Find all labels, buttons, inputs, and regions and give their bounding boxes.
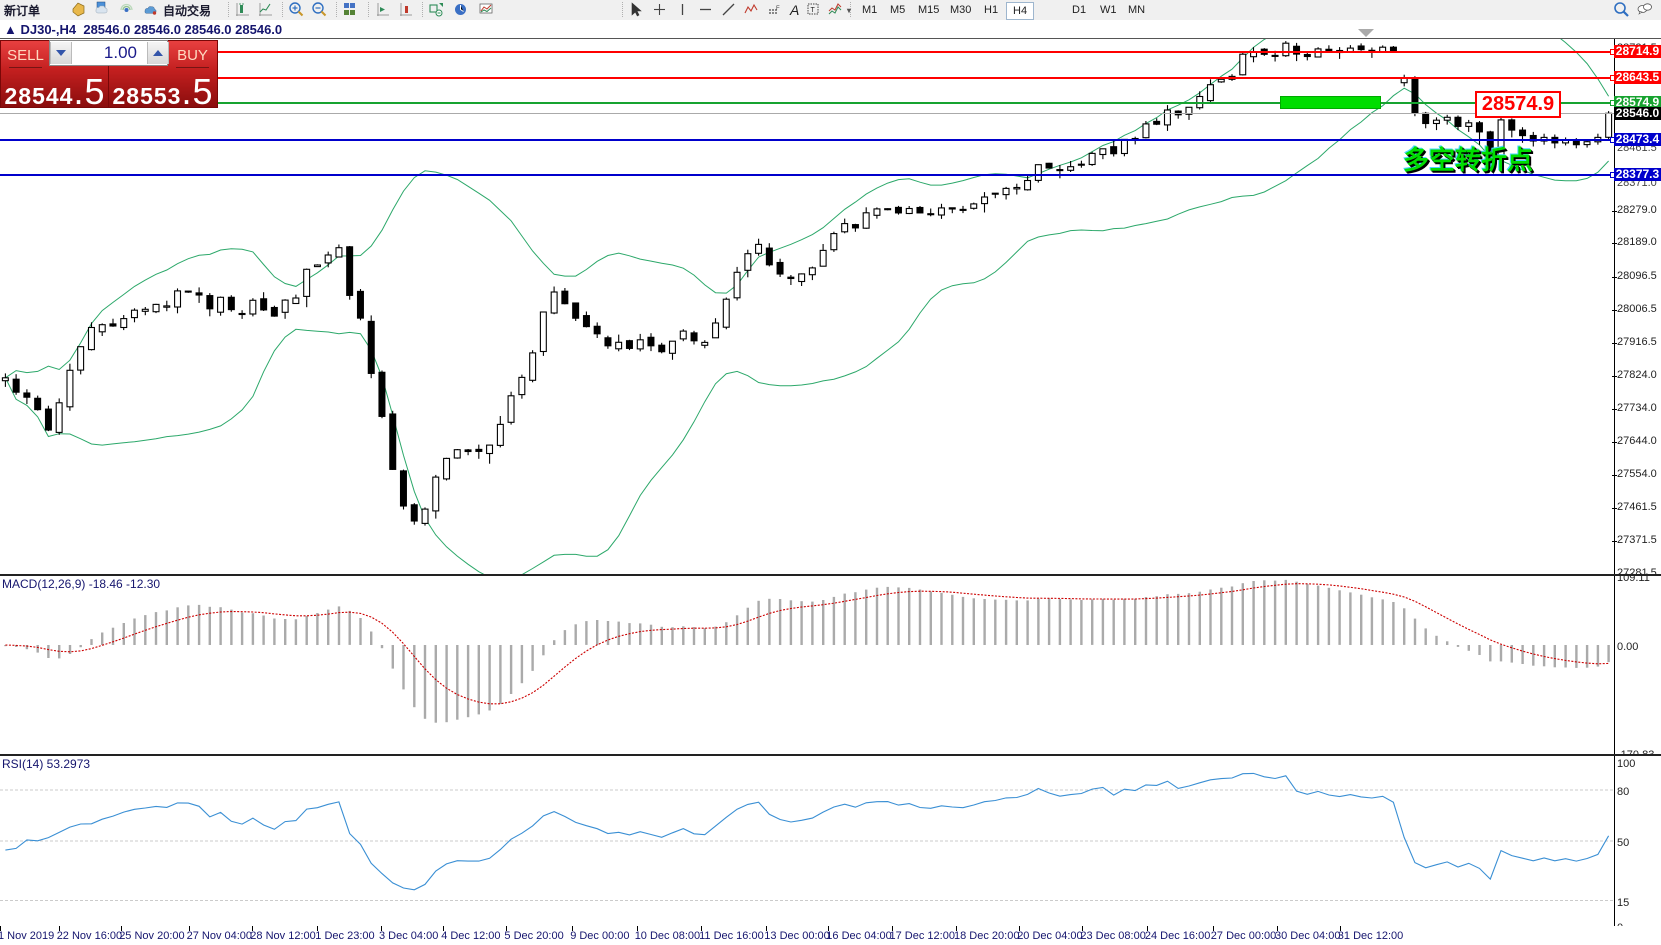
svg-text:F: F [776,6,780,12]
svg-text:T: T [811,7,816,14]
